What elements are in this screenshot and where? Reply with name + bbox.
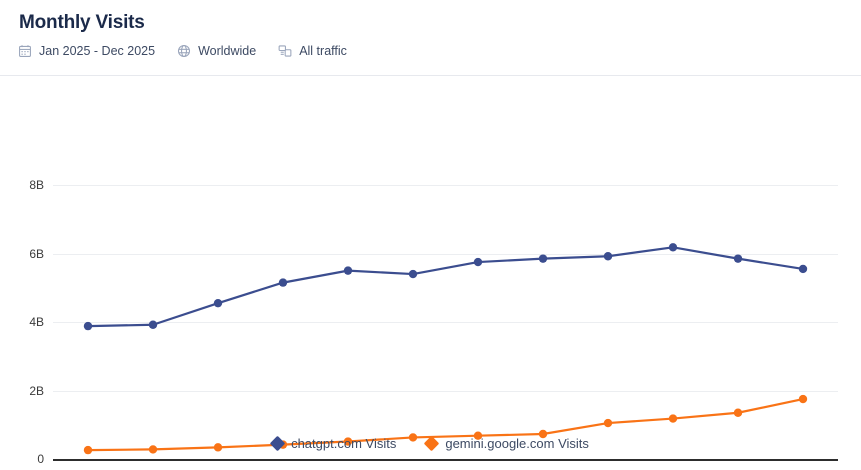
x-axis-tick-label: 2025-01 <box>66 468 110 470</box>
x-axis-tick-label: 2025-05 <box>326 468 370 470</box>
series-data-point[interactable] <box>213 443 223 452</box>
series-data-point[interactable] <box>668 414 678 423</box>
chart-legend: chatgpt.com Visits gemini.google.com Visi… <box>0 435 861 452</box>
gridline <box>53 253 838 255</box>
legend-item[interactable]: chatgpt.com Visits <box>269 435 397 452</box>
series-data-point[interactable] <box>83 445 93 455</box>
series-line <box>86 246 805 328</box>
series-data-point[interactable] <box>603 418 613 428</box>
x-axis-tick-label: 2025-03 <box>196 468 240 470</box>
series-data-point[interactable] <box>343 437 353 446</box>
series-line <box>86 397 805 452</box>
x-axis-tick-label: 2025-06 <box>391 468 435 470</box>
x-axis-tick-label: 2025-09 <box>586 468 630 470</box>
globe-icon <box>177 44 191 58</box>
filter-traffic-type-label: All traffic <box>299 44 347 58</box>
calendar-icon <box>18 44 32 58</box>
x-axis-baseline <box>53 459 838 461</box>
line-series-canvas <box>83 243 808 455</box>
chart-header: Monthly Visits Jan 202 <box>0 0 861 76</box>
filter-date-range-label: Jan 2025 - Dec 2025 <box>39 44 156 58</box>
x-axis-tick-label: 2025-12 <box>781 468 825 470</box>
plot-grid <box>53 185 838 461</box>
series-data-point[interactable] <box>83 321 93 331</box>
gridline <box>53 185 838 186</box>
series-data-point[interactable] <box>473 257 483 267</box>
chart-filters-row: Jan 2025 - Dec 2025 Worldwide <box>18 43 843 59</box>
series-data-point[interactable] <box>668 243 678 252</box>
series-data-point[interactable] <box>278 278 288 287</box>
legend-marker-icon <box>424 435 440 452</box>
x-axis-tick-label: 2025-08 <box>521 468 565 470</box>
filter-date-range[interactable]: Jan 2025 - Dec 2025 <box>18 43 155 59</box>
series-data-point[interactable] <box>538 429 548 439</box>
filter-region-label: Worldwide <box>198 44 257 58</box>
series-data-point[interactable] <box>538 254 548 263</box>
x-axis-tick-label: 2025-04 <box>261 468 305 470</box>
series-data-point[interactable] <box>733 408 743 417</box>
filter-traffic-type[interactable]: All traffic <box>278 43 347 59</box>
series-data-point[interactable] <box>798 264 808 274</box>
series-data-point[interactable] <box>473 431 483 440</box>
series-data-point[interactable] <box>213 298 223 308</box>
x-axis-tick-label: 2025-10 <box>651 468 695 470</box>
y-axis-tick-label: 0 <box>37 452 44 466</box>
x-axis-tick-label: 2025-02 <box>131 468 175 470</box>
series-data-point[interactable] <box>343 266 353 275</box>
gridline <box>53 390 838 392</box>
page-title: Monthly Visits <box>19 12 145 33</box>
series-data-point[interactable] <box>148 320 158 329</box>
x-axis-tick-label: 2025-11 <box>716 468 759 470</box>
legend-item-label: gemini.google.com Visits <box>445 436 589 451</box>
filter-region[interactable]: Worldwide <box>177 43 256 59</box>
series-data-point[interactable] <box>798 394 808 404</box>
series-data-point[interactable] <box>148 445 158 454</box>
series-data-point[interactable] <box>603 252 613 261</box>
series-data-point[interactable] <box>733 254 743 263</box>
series-data-point[interactable] <box>408 433 418 442</box>
traffic-icon <box>278 44 292 58</box>
legend-item-label: chatgpt.com Visits <box>291 436 397 451</box>
legend-marker-icon <box>269 435 286 452</box>
series-data-point[interactable] <box>408 269 418 279</box>
gridline <box>53 322 838 323</box>
legend-item[interactable]: gemini.google.com Visits <box>424 435 589 452</box>
x-axis-tick-label: 2025-07 <box>456 468 500 470</box>
